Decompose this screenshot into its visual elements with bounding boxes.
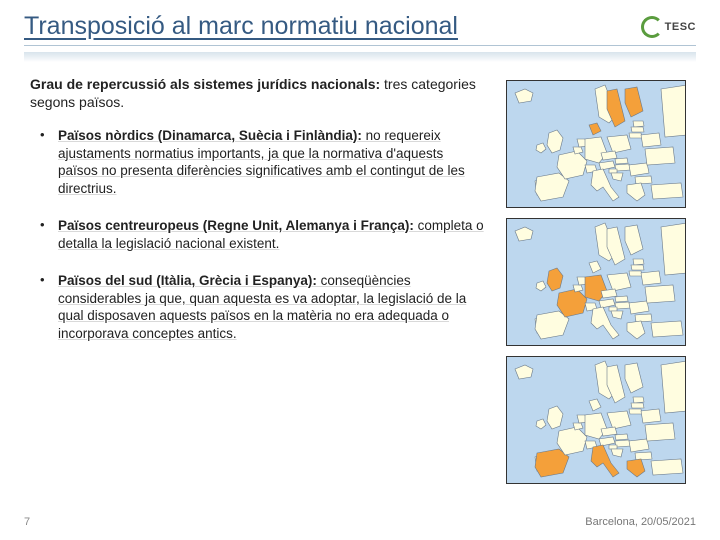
intro-bold: Grau de repercussió als sistemes jurídic… bbox=[30, 76, 380, 92]
bullet-bold: Països nòrdics (Dinamarca, Suècia i Finl… bbox=[58, 128, 362, 143]
logo: TESC bbox=[641, 16, 696, 38]
slide: Transposició al marc normatiu nacional T… bbox=[0, 0, 720, 540]
logo-icon bbox=[641, 16, 663, 38]
europe-map-icon bbox=[507, 219, 686, 346]
list-item: Països nòrdics (Dinamarca, Suècia i Finl… bbox=[58, 127, 486, 197]
page-number: 7 bbox=[24, 516, 30, 528]
footer-location: Barcelona, 20/05/2021 bbox=[585, 516, 696, 528]
maps-column bbox=[506, 76, 696, 484]
bullet-bold: Països centreuropeus (Regne Unit, Aleman… bbox=[58, 218, 414, 233]
text-column: Grau de repercussió als sistemes jurídic… bbox=[24, 76, 486, 484]
title-row: Transposició al marc normatiu nacional T… bbox=[24, 12, 696, 46]
bullet-list: Països nòrdics (Dinamarca, Suècia i Finl… bbox=[30, 127, 486, 342]
europe-map-icon bbox=[507, 81, 686, 208]
logo-text: TESC bbox=[665, 21, 696, 33]
footer: 7 Barcelona, 20/05/2021 bbox=[24, 516, 696, 528]
map-central bbox=[506, 218, 686, 346]
map-nordic bbox=[506, 80, 686, 208]
header-gradient bbox=[24, 52, 696, 62]
list-item: Països centreuropeus (Regne Unit, Aleman… bbox=[58, 217, 486, 252]
intro-text: Grau de repercussió als sistemes jurídic… bbox=[30, 76, 486, 111]
page-title: Transposició al marc normatiu nacional bbox=[24, 12, 458, 41]
map-south bbox=[506, 356, 686, 484]
list-item: Països del sud (Itàlia, Grècia i Espanya… bbox=[58, 272, 486, 342]
europe-map-icon bbox=[507, 357, 686, 484]
bullet-bold: Països del sud (Itàlia, Grècia i Espanya… bbox=[58, 273, 317, 288]
content-area: Grau de repercussió als sistemes jurídic… bbox=[24, 76, 696, 484]
